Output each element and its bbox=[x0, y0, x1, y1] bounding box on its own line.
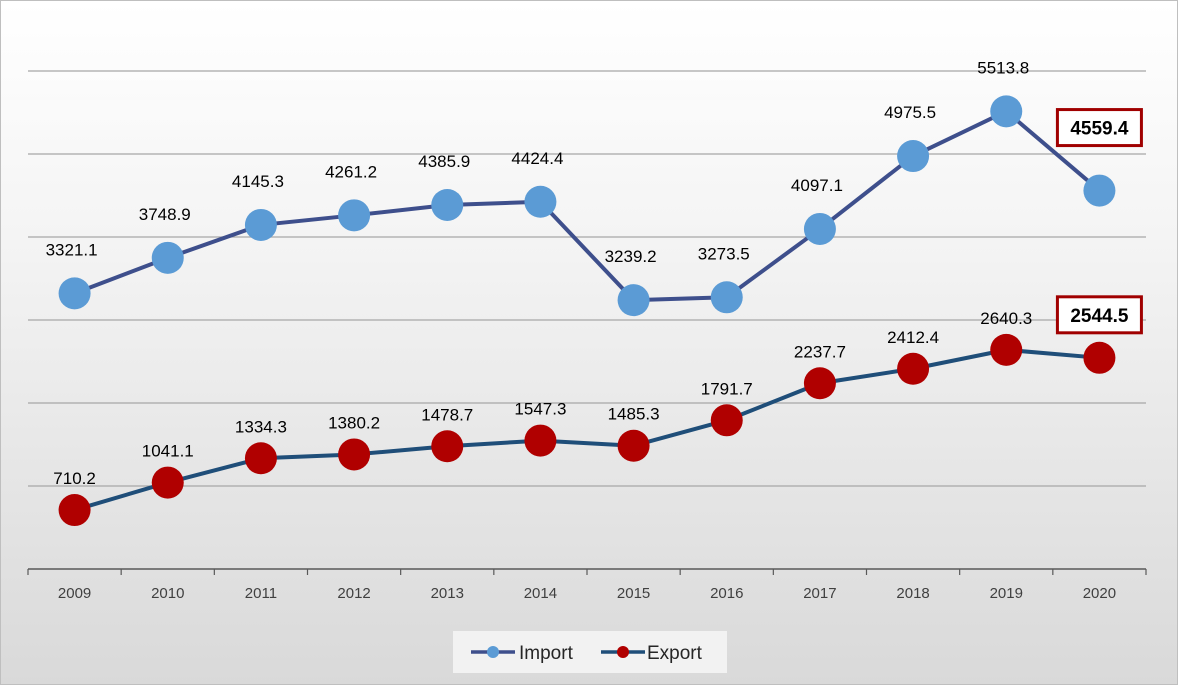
x-tick-label-2019: 2019 bbox=[990, 585, 1023, 602]
data-label-import-2014: 4424.4 bbox=[511, 149, 563, 168]
data-label-import-2012: 4261.2 bbox=[325, 162, 377, 181]
data-label-import-2019: 5513.8 bbox=[977, 58, 1029, 77]
x-tick-label-2016: 2016 bbox=[710, 585, 743, 602]
marker-import-2015 bbox=[617, 284, 650, 317]
marker-export-2019 bbox=[990, 333, 1023, 366]
marker-export-2013 bbox=[431, 430, 464, 463]
marker-export-2010 bbox=[151, 466, 184, 499]
legend: Import Export bbox=[453, 631, 727, 673]
data-label-import-2018: 4975.5 bbox=[884, 103, 936, 122]
legend-label-import: Import bbox=[519, 643, 574, 664]
marker-export-2014 bbox=[524, 424, 557, 457]
data-label-import-2020: 4559.4 bbox=[1070, 119, 1129, 140]
series-layer bbox=[58, 95, 1116, 527]
x-tick-label-2012: 2012 bbox=[337, 585, 370, 602]
highlight-box-export bbox=[1055, 295, 1143, 335]
data-label-import-2016: 3273.5 bbox=[698, 244, 750, 263]
marker-import-2013 bbox=[431, 188, 464, 221]
marker-export-2009 bbox=[58, 494, 91, 527]
data-label-export-2009: 710.2 bbox=[53, 469, 96, 488]
series-line-import bbox=[73, 109, 1101, 303]
marker-export-2015 bbox=[617, 429, 650, 462]
data-label-export-2016: 1791.7 bbox=[701, 379, 753, 398]
x-tick-label-2020: 2020 bbox=[1083, 585, 1116, 602]
highlight-box-import bbox=[1055, 108, 1143, 148]
x-axis: 2009 2010 2011 2012 2013 2014 2015 2016 2017 2018… bbox=[27, 568, 1147, 602]
marker-export-2020 bbox=[1083, 341, 1116, 374]
data-label-export-2018: 2412.4 bbox=[887, 328, 939, 347]
x-tick-label-2015: 2015 bbox=[617, 585, 650, 602]
marker-import-2014 bbox=[524, 185, 557, 218]
data-label-export-2010: 1041.1 bbox=[142, 442, 194, 461]
marker-import-2010 bbox=[151, 241, 184, 274]
marker-import-2020 bbox=[1083, 174, 1116, 207]
data-label-export-2012: 1380.2 bbox=[328, 413, 380, 432]
marker-import-2019 bbox=[990, 95, 1023, 128]
x-tick-label-2013: 2013 bbox=[431, 585, 464, 602]
marker-import-2009 bbox=[58, 277, 91, 310]
data-label-import-2009: 3321.1 bbox=[46, 240, 98, 259]
data-label-export-2017: 2237.7 bbox=[794, 342, 846, 361]
data-label-export-2011: 1334.3 bbox=[235, 417, 287, 436]
marker-export-2017 bbox=[803, 367, 836, 400]
marker-export-2016 bbox=[710, 404, 743, 437]
data-label-import-2015: 3239.2 bbox=[605, 247, 657, 266]
data-label-import-2017: 4097.1 bbox=[791, 176, 843, 195]
data-label-export-2019: 2640.3 bbox=[980, 309, 1032, 328]
x-tick-label-2017: 2017 bbox=[803, 585, 836, 602]
data-label-export-2015: 1485.3 bbox=[608, 405, 660, 424]
x-tick-label-2011: 2011 bbox=[245, 585, 277, 602]
marker-import-2012 bbox=[338, 199, 371, 232]
data-label-import-2013: 4385.9 bbox=[418, 152, 470, 171]
marker-import-2017 bbox=[803, 212, 836, 245]
data-label-export-2014: 1547.3 bbox=[514, 400, 566, 419]
data-labels: 3321.1 3748.9 4145.3 4261.2 4385.9 4424.4 3239… bbox=[46, 58, 1143, 488]
gridlines bbox=[28, 70, 1146, 487]
data-label-export-2013: 1478.7 bbox=[421, 405, 473, 424]
legend-marker-export bbox=[617, 646, 629, 658]
x-tick-label-2014: 2014 bbox=[524, 585, 557, 602]
data-label-import-2011: 4145.3 bbox=[232, 172, 284, 191]
data-label-export-2020: 2544.5 bbox=[1070, 306, 1129, 327]
x-tick-label-2018: 2018 bbox=[896, 585, 929, 602]
data-label-import-2010: 3748.9 bbox=[139, 205, 191, 224]
marker-export-2018 bbox=[897, 352, 930, 385]
marker-import-2011 bbox=[244, 208, 277, 241]
x-tick-label-2009: 2009 bbox=[58, 585, 91, 602]
marker-export-2012 bbox=[338, 438, 371, 471]
x-tick-label-2010: 2010 bbox=[151, 585, 184, 602]
legend-label-export: Export bbox=[647, 643, 703, 664]
legend-marker-import bbox=[487, 646, 499, 658]
marker-import-2018 bbox=[897, 140, 930, 173]
marker-export-2011 bbox=[244, 442, 277, 475]
marker-import-2016 bbox=[710, 281, 743, 314]
